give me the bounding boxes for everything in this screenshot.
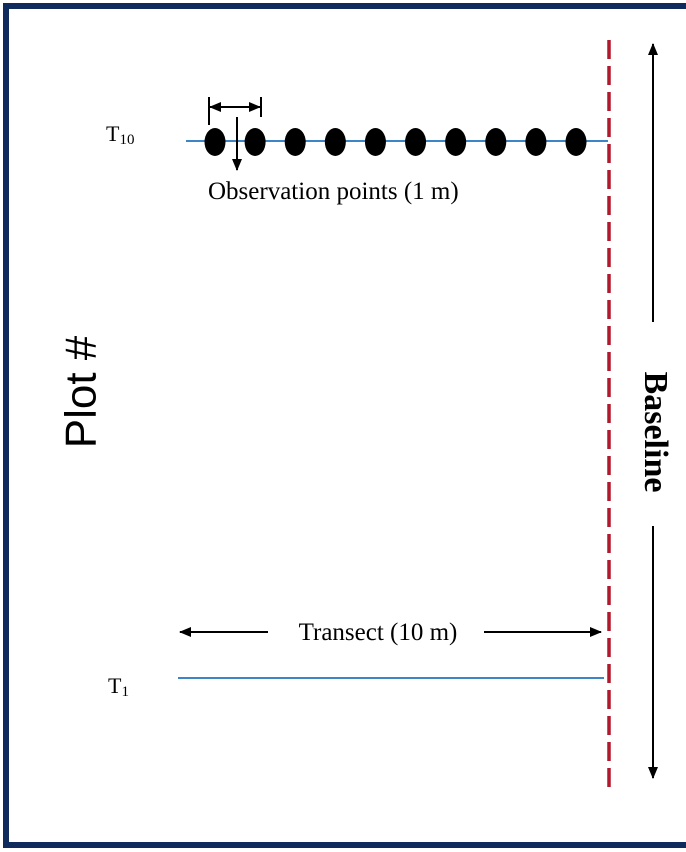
observation-point	[364, 128, 386, 156]
observation-point	[324, 128, 346, 156]
t10-label-sub: 10	[119, 132, 134, 148]
observation-point	[405, 128, 427, 156]
baseline-label: Baseline	[637, 372, 674, 493]
observation-point	[244, 128, 266, 156]
observation-point	[204, 128, 226, 156]
observation-point	[525, 128, 547, 156]
spacing-indicator	[208, 97, 262, 171]
t1-label-main: T	[108, 673, 122, 698]
transect-label: Transect (10 m)	[299, 619, 458, 646]
observation-point	[565, 128, 587, 156]
t1-label: T1	[108, 673, 129, 700]
plot-label: Plot #	[57, 335, 106, 448]
observation-points-label: Observation points (1 m)	[208, 178, 459, 205]
observation-point	[485, 128, 507, 156]
observation-points	[204, 128, 587, 156]
observation-point	[284, 128, 306, 156]
t1-label-sub: 1	[121, 684, 129, 700]
t10-label-main: T	[106, 121, 120, 146]
t10-label: T10	[106, 121, 134, 148]
observation-point	[445, 128, 467, 156]
